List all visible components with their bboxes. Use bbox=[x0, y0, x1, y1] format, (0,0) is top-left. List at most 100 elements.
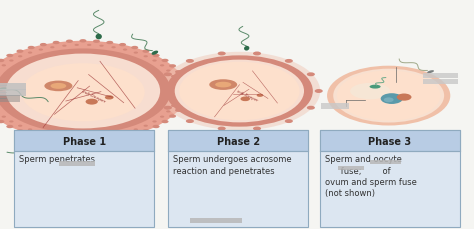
Circle shape bbox=[183, 90, 190, 93]
FancyBboxPatch shape bbox=[320, 131, 460, 152]
Circle shape bbox=[333, 69, 444, 123]
Circle shape bbox=[106, 42, 113, 45]
Text: Sperm penetrates: Sperm penetrates bbox=[19, 154, 95, 164]
Circle shape bbox=[119, 44, 126, 47]
Circle shape bbox=[62, 136, 66, 138]
FancyBboxPatch shape bbox=[0, 83, 26, 90]
Circle shape bbox=[18, 56, 22, 58]
Circle shape bbox=[164, 106, 172, 110]
FancyBboxPatch shape bbox=[422, 80, 458, 84]
Circle shape bbox=[144, 125, 148, 127]
Circle shape bbox=[166, 70, 171, 72]
FancyBboxPatch shape bbox=[59, 161, 95, 166]
Circle shape bbox=[397, 94, 411, 101]
Circle shape bbox=[80, 140, 86, 143]
FancyBboxPatch shape bbox=[320, 131, 460, 227]
Circle shape bbox=[307, 73, 315, 77]
Circle shape bbox=[160, 116, 164, 118]
Circle shape bbox=[40, 44, 47, 47]
Circle shape bbox=[182, 96, 189, 100]
Text: Phase 1: Phase 1 bbox=[63, 136, 106, 146]
Circle shape bbox=[111, 47, 116, 49]
Circle shape bbox=[17, 130, 24, 133]
Circle shape bbox=[186, 60, 194, 64]
Circle shape bbox=[176, 87, 180, 90]
Circle shape bbox=[315, 90, 323, 94]
FancyBboxPatch shape bbox=[14, 131, 154, 227]
Circle shape bbox=[142, 50, 149, 54]
Circle shape bbox=[27, 47, 35, 50]
Text: Phase 2: Phase 2 bbox=[217, 136, 260, 146]
FancyBboxPatch shape bbox=[0, 90, 26, 97]
Ellipse shape bbox=[370, 85, 381, 89]
Circle shape bbox=[175, 109, 182, 112]
Text: Sperm and oocyte
      fuse;        of
ovum and sperm fuse
(not shown): Sperm and oocyte fuse; of ovum and sperm… bbox=[325, 154, 417, 198]
FancyBboxPatch shape bbox=[422, 74, 458, 79]
Circle shape bbox=[66, 40, 73, 44]
Ellipse shape bbox=[48, 143, 56, 146]
Circle shape bbox=[131, 133, 138, 136]
Circle shape bbox=[131, 47, 138, 50]
Circle shape bbox=[18, 125, 22, 127]
Circle shape bbox=[171, 76, 175, 78]
Circle shape bbox=[9, 60, 14, 62]
FancyBboxPatch shape bbox=[338, 166, 364, 170]
Ellipse shape bbox=[209, 80, 237, 90]
Circle shape bbox=[153, 55, 160, 58]
Circle shape bbox=[39, 132, 43, 134]
Circle shape bbox=[0, 120, 4, 124]
Circle shape bbox=[175, 71, 182, 74]
Circle shape bbox=[40, 136, 47, 139]
Circle shape bbox=[152, 121, 157, 123]
Circle shape bbox=[156, 90, 164, 94]
Circle shape bbox=[53, 138, 60, 142]
FancyBboxPatch shape bbox=[190, 218, 242, 223]
Circle shape bbox=[6, 54, 160, 129]
Ellipse shape bbox=[96, 35, 102, 40]
Circle shape bbox=[171, 105, 175, 107]
FancyBboxPatch shape bbox=[370, 160, 401, 164]
Circle shape bbox=[162, 60, 169, 63]
Circle shape bbox=[384, 98, 393, 103]
Circle shape bbox=[182, 83, 189, 87]
Circle shape bbox=[9, 121, 14, 123]
Circle shape bbox=[134, 129, 138, 131]
Circle shape bbox=[152, 60, 157, 62]
Circle shape bbox=[74, 45, 79, 47]
Circle shape bbox=[166, 111, 171, 113]
Ellipse shape bbox=[244, 47, 249, 51]
Ellipse shape bbox=[350, 84, 390, 100]
FancyBboxPatch shape bbox=[321, 103, 349, 110]
Circle shape bbox=[174, 82, 179, 84]
Circle shape bbox=[0, 42, 186, 142]
Circle shape bbox=[1, 116, 6, 118]
Circle shape bbox=[100, 136, 104, 138]
Ellipse shape bbox=[21, 64, 145, 122]
Circle shape bbox=[153, 125, 160, 129]
Circle shape bbox=[186, 120, 194, 123]
Circle shape bbox=[174, 100, 179, 102]
Ellipse shape bbox=[45, 81, 73, 92]
Circle shape bbox=[100, 45, 104, 48]
Circle shape bbox=[285, 60, 293, 64]
Ellipse shape bbox=[427, 71, 434, 74]
Circle shape bbox=[123, 49, 127, 52]
Circle shape bbox=[1, 65, 6, 67]
Circle shape bbox=[93, 139, 100, 143]
Circle shape bbox=[119, 136, 126, 139]
Circle shape bbox=[53, 42, 60, 45]
Circle shape bbox=[111, 134, 116, 136]
Circle shape bbox=[50, 134, 55, 136]
Circle shape bbox=[80, 40, 86, 43]
Circle shape bbox=[285, 120, 293, 123]
Circle shape bbox=[27, 133, 35, 136]
Circle shape bbox=[169, 65, 176, 68]
Circle shape bbox=[50, 47, 55, 49]
Circle shape bbox=[240, 97, 250, 102]
Text: indi Deeper: indi Deeper bbox=[81, 89, 106, 103]
Circle shape bbox=[179, 77, 186, 80]
Circle shape bbox=[158, 52, 320, 131]
Circle shape bbox=[134, 52, 138, 55]
Circle shape bbox=[123, 132, 127, 134]
Circle shape bbox=[337, 71, 440, 121]
